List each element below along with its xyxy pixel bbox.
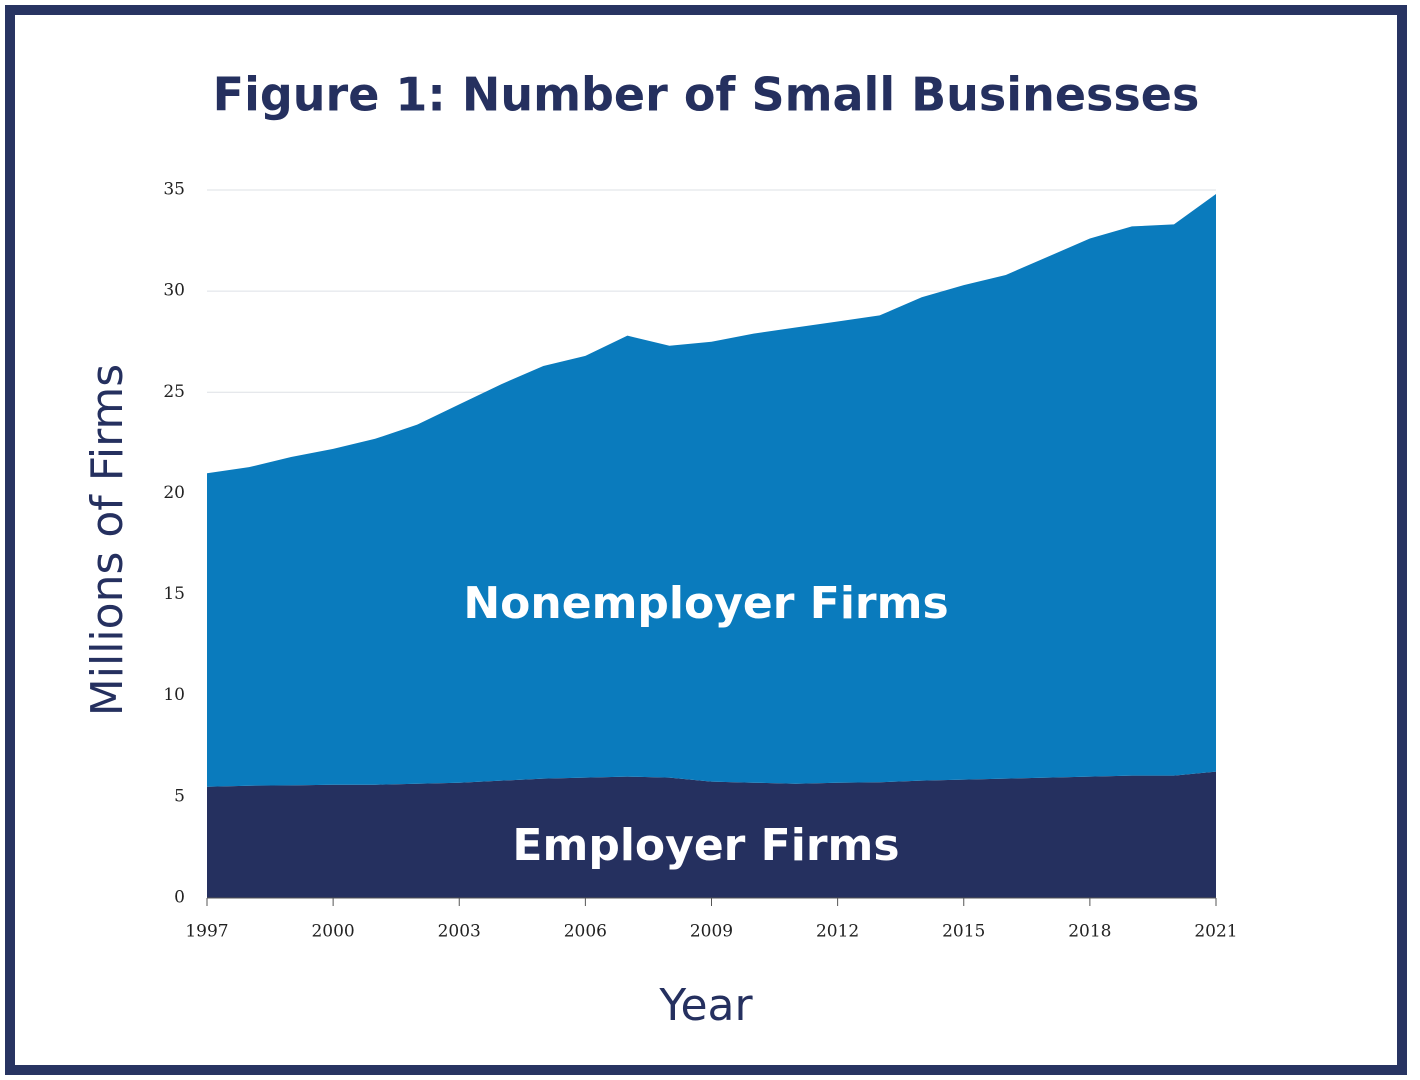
x-tick-label: 2009 (690, 922, 733, 942)
area (207, 194, 1216, 787)
y-tick-label: 25 (163, 382, 185, 402)
y-tick-label: 5 (174, 786, 185, 806)
y-tick-label: 15 (163, 584, 185, 604)
x-axis-label: Year (658, 980, 753, 1031)
x-tick-label: 2006 (564, 922, 607, 942)
x-tick-label: 2021 (1194, 922, 1237, 942)
y-tick-label: 10 (163, 685, 185, 705)
series-label: Nonemployer Firms (463, 578, 948, 629)
y-tick-label: 0 (174, 888, 185, 908)
y-axis-label: Millions of Firms (82, 364, 133, 716)
chart-title: Figure 1: Number of Small Businesses (213, 68, 1200, 122)
x-tick-label: 2003 (438, 922, 481, 942)
frame (5, 5, 1407, 1075)
y-tick-label: 30 (163, 281, 185, 301)
y-tick-label: 20 (163, 483, 185, 503)
x-tick-label: 2015 (942, 922, 985, 942)
x-tick-label: 2018 (1068, 922, 1111, 942)
area (207, 771, 1216, 898)
x-tick-label: 2000 (311, 922, 354, 942)
series-label: Employer Firms (512, 820, 899, 871)
x-tick-label: 1997 (185, 922, 228, 942)
y-tick-label: 35 (163, 180, 185, 200)
x-tick-label: 2012 (816, 922, 859, 942)
